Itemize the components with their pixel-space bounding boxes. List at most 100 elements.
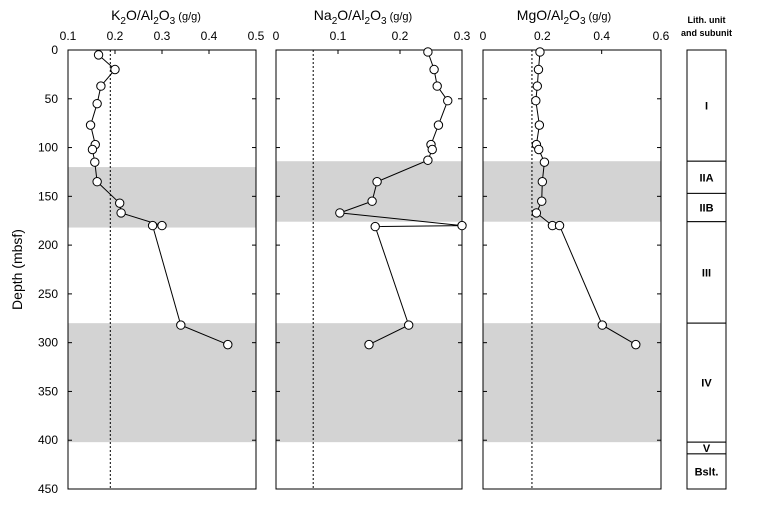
lith-unit-box-1 <box>686 160 727 194</box>
data-point-panel-1-3 <box>443 96 453 106</box>
data-point-panel-2-0 <box>535 47 545 57</box>
lith-header-line2: and subunit <box>681 28 732 38</box>
y-axis-label: Depth (mbsf) <box>9 229 25 310</box>
title-unit: (g/g) <box>175 11 201 23</box>
y-tick-label-5: 250 <box>38 287 58 301</box>
plot-frame-panel-2 <box>482 49 662 490</box>
title-text: O <box>370 7 381 23</box>
lith-unit-label-1: IIA <box>699 172 713 184</box>
title-text: O/Al <box>337 7 364 23</box>
data-point-panel-0-13 <box>176 320 186 330</box>
data-point-panel-2-2 <box>532 81 542 91</box>
title-unit: (g/g) <box>586 11 612 23</box>
title-unit: (g/g) <box>387 11 413 23</box>
lith-unit-label-5: V <box>703 443 711 455</box>
title-text: O <box>159 7 170 23</box>
title-text: O/Al <box>126 7 153 23</box>
title-subscript: 2 <box>332 16 338 27</box>
data-point-panel-2-1 <box>533 64 544 75</box>
lith-unit-box-3 <box>686 221 727 324</box>
lith-unit-label-6: Bslt. <box>695 466 719 478</box>
title-subscript: 2 <box>153 16 159 27</box>
data-point-panel-1-7 <box>423 155 433 165</box>
y-tick-label-6: 300 <box>38 336 58 350</box>
shaded-interval-2-panel-2 <box>483 323 661 443</box>
title-subscript: 2 <box>365 16 371 27</box>
shaded-interval-0-panel-0 <box>68 167 256 228</box>
x-tick-label-panel-0-0: 0.1 <box>60 29 77 43</box>
y-tick-label-3: 150 <box>38 189 58 203</box>
title-text: O <box>569 7 580 23</box>
y-tick-label-1: 50 <box>45 92 59 106</box>
y-tick-label-2: 100 <box>38 141 58 155</box>
shaded-interval-1-panel-1 <box>276 161 462 222</box>
x-tick-label-panel-2-3: 0.6 <box>653 29 670 43</box>
lith-unit-label-2: IIB <box>699 203 713 215</box>
title-subscript: 3 <box>170 16 176 27</box>
data-point-panel-1-11 <box>457 220 467 231</box>
data-point-panel-1-4 <box>433 120 444 130</box>
y-tick-label-7: 350 <box>38 384 58 398</box>
data-point-panel-1-8 <box>372 177 382 187</box>
x-tick-label-panel-0-2: 0.3 <box>154 29 171 43</box>
panel-title-0: K2O/Al2O3 (g/g) <box>111 7 201 27</box>
data-point-panel-0-12 <box>157 220 167 231</box>
data-point-panel-1-14 <box>364 339 374 350</box>
data-point-panel-0-9 <box>115 198 125 208</box>
data-point-panel-0-11 <box>147 220 158 231</box>
data-point-panel-0-0 <box>93 50 104 60</box>
data-point-panel-1-10 <box>335 208 345 218</box>
data-point-panel-2-9 <box>537 196 547 206</box>
x-tick-label-panel-1-1: 0.1 <box>330 29 347 43</box>
lith-unit-label-0: I <box>705 101 708 113</box>
data-point-panel-2-14 <box>631 339 641 350</box>
data-point-panel-0-14 <box>223 339 233 350</box>
x-tick-label-panel-2-1: 0.2 <box>534 29 551 43</box>
data-point-panel-0-1 <box>110 64 120 75</box>
data-point-panel-1-12 <box>370 221 380 232</box>
data-point-panel-2-8 <box>537 177 548 187</box>
data-point-panel-2-12 <box>554 220 565 231</box>
data-point-panel-1-13 <box>403 320 414 330</box>
title-text: K <box>111 7 121 23</box>
x-tick-label-panel-2-2: 0.4 <box>593 29 610 43</box>
x-tick-label-panel-1-2: 0.2 <box>392 29 409 43</box>
data-point-panel-2-13 <box>597 320 607 330</box>
data-point-panel-1-0 <box>423 47 433 57</box>
title-subscript: 3 <box>580 16 586 27</box>
y-tick-label-8: 400 <box>38 433 58 447</box>
data-point-panel-0-10 <box>116 208 126 218</box>
panel-title-2: MgO/Al2O3 (g/g) <box>517 7 611 27</box>
title-text: MgO/Al <box>517 7 564 23</box>
lith-unit-label-3: III <box>702 267 711 279</box>
data-point-panel-2-3 <box>531 96 541 106</box>
data-point-panel-2-7 <box>539 157 550 167</box>
x-tick-label-panel-1-0: 0 <box>273 29 280 43</box>
data-point-panel-1-2 <box>432 81 442 91</box>
shaded-interval-1-panel-2 <box>483 161 661 222</box>
x-tick-label-panel-2-0: 0 <box>480 29 487 43</box>
y-tick-label-0: 0 <box>51 43 58 57</box>
x-tick-label-panel-0-1: 0.2 <box>107 29 124 43</box>
y-tick-label-9: 450 <box>38 482 58 496</box>
title-subscript: 3 <box>381 16 387 27</box>
x-tick-label-panel-0-4: 0.5 <box>248 29 265 43</box>
x-tick-label-panel-0-3: 0.4 <box>201 29 218 43</box>
lith-unit-box-4 <box>686 322 727 443</box>
data-point-panel-0-8 <box>92 177 102 187</box>
lith-unit-label-4: IV <box>701 378 712 390</box>
data-point-panel-0-7 <box>90 157 100 167</box>
title-subscript: 2 <box>120 16 126 27</box>
data-point-panel-0-2 <box>96 81 106 91</box>
lith-header-line1: Lith. unit <box>688 15 726 25</box>
data-point-panel-2-4 <box>534 120 545 130</box>
y-tick-label-4: 200 <box>38 238 58 252</box>
data-point-panel-1-9 <box>367 196 377 206</box>
lith-unit-box-6 <box>686 453 727 490</box>
data-point-panel-0-6 <box>87 144 98 155</box>
plot-frame-panel-1 <box>275 49 463 490</box>
panel-title-1: Na2O/Al2O3 (g/g) <box>314 7 412 27</box>
title-subscript: 2 <box>563 16 569 27</box>
data-point-panel-0-4 <box>85 120 96 130</box>
